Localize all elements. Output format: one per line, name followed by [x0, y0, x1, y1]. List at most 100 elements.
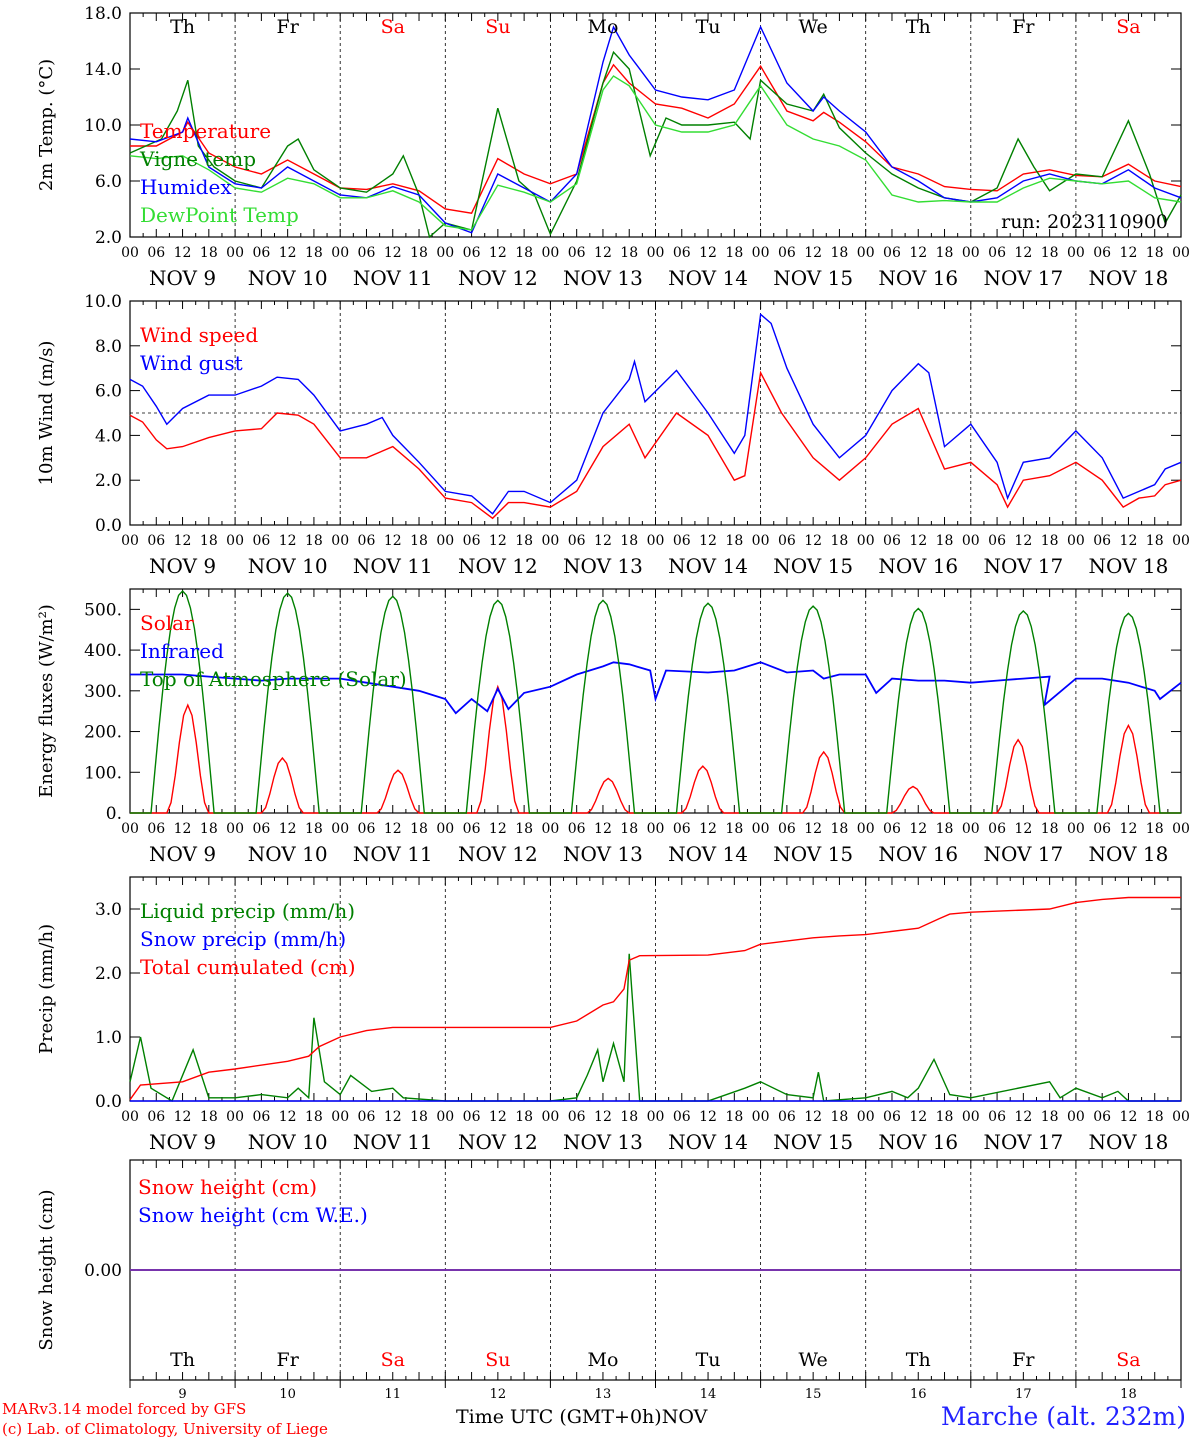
hour-label: 06 — [883, 245, 901, 261]
hour-label: 06 — [778, 245, 796, 261]
hour-label: 18 — [410, 1109, 428, 1125]
hour-label: 00 — [226, 1109, 244, 1125]
hour-label: 00 — [541, 533, 559, 549]
hour-label: 00 — [962, 1109, 980, 1125]
weekday-label: Fr — [277, 1349, 300, 1371]
date-label: NOV 11 — [353, 554, 433, 578]
hour-label: 18 — [936, 533, 954, 549]
hour-label: 18 — [936, 245, 954, 261]
legend-entry: Snow height (cm) — [138, 1175, 317, 1199]
weekday-label: Mo — [587, 1349, 618, 1371]
y-tick-label: 4.0 — [95, 426, 122, 446]
hour-label: 18 — [725, 533, 743, 549]
weekday-label: Th — [170, 1349, 195, 1371]
hour-label: 18 — [831, 533, 849, 549]
y-tick-label: 18.0 — [84, 4, 122, 24]
hour-label: 06 — [568, 821, 586, 837]
date-label: NOV 17 — [983, 554, 1063, 578]
y-tick-label: 14.0 — [84, 60, 122, 80]
hour-label: 18 — [305, 1109, 323, 1125]
hour-label: 12 — [1120, 245, 1138, 261]
panel-energy: 0. 100. 200. 300. 400. 500. Energy fluxes (W/m… — [36, 588, 1190, 866]
hour-label: 18 — [725, 821, 743, 837]
date-label: NOV 10 — [248, 1130, 328, 1154]
date-label: NOV 13 — [563, 1130, 643, 1154]
date-label: NOV 15 — [773, 554, 853, 578]
hour-label: 00 — [1172, 1109, 1190, 1125]
weekday-label: Sa — [1116, 16, 1140, 38]
hour-label: 06 — [883, 1109, 901, 1125]
hour-label: 00 — [857, 821, 875, 837]
hour-label: 12 — [1014, 1109, 1032, 1125]
hour-label: 06 — [988, 1109, 1006, 1125]
series-line — [129, 75, 1182, 231]
date-label: NOV 18 — [1089, 1130, 1169, 1154]
hour-label: 06 — [673, 533, 691, 549]
hour-label: 12 — [1120, 533, 1138, 549]
date-label: NOV 14 — [668, 266, 748, 290]
hour-label: 18 — [305, 821, 323, 837]
legend-entry: Wind speed — [140, 323, 258, 347]
hour-label: 00 — [331, 245, 349, 261]
hour-label: 00 — [1067, 533, 1085, 549]
hour-label: 00 — [226, 821, 244, 837]
day-number: 18 — [1120, 1387, 1137, 1402]
hour-label: 00 — [121, 533, 139, 549]
hour-label: 00 — [1067, 821, 1085, 837]
hour-label: 00 — [541, 1109, 559, 1125]
hour-label: 06 — [463, 533, 481, 549]
hour-label: 06 — [778, 821, 796, 837]
hour-label: 18 — [1041, 1109, 1059, 1125]
hour-label: 12 — [384, 533, 402, 549]
series-line — [129, 896, 1181, 1101]
hour-label: 18 — [1146, 1109, 1164, 1125]
hour-label: 18 — [1146, 821, 1164, 837]
weekday-label: Th — [170, 16, 195, 38]
legend-entry: Liquid precip (mm/h) — [140, 899, 355, 923]
hour-label: 06 — [778, 533, 796, 549]
hour-label: 00 — [647, 821, 665, 837]
hour-label: 12 — [909, 245, 927, 261]
hour-label: 06 — [358, 245, 376, 261]
hour-label: 00 — [752, 1109, 770, 1125]
y-tick-label: 0.0 — [95, 1092, 122, 1112]
hour-label: 12 — [594, 533, 612, 549]
hour-label: 06 — [1093, 821, 1111, 837]
hour-label: 00 — [541, 821, 559, 837]
hour-label: 12 — [699, 821, 717, 837]
series-line — [129, 313, 1182, 515]
hour-label: 18 — [200, 533, 218, 549]
weekday-label: Fr — [277, 16, 300, 38]
hour-label: 18 — [1041, 533, 1059, 549]
hour-label: 00 — [226, 245, 244, 261]
weekday-label: Sa — [381, 1349, 405, 1371]
hour-label: 12 — [489, 533, 507, 549]
legend-entry: Solar — [140, 611, 194, 635]
legend-entry: Snow height (cm W.E.) — [138, 1203, 368, 1227]
hour-label: 00 — [962, 245, 980, 261]
hour-label: 00 — [331, 821, 349, 837]
y-tick-label: 0. — [106, 804, 122, 824]
y-tick-label: 6.0 — [95, 172, 122, 192]
date-label: NOV 16 — [878, 1130, 958, 1154]
hour-label: 06 — [883, 821, 901, 837]
hour-label: 06 — [147, 245, 165, 261]
hour-label: 18 — [620, 821, 638, 837]
date-label: NOV 9 — [149, 842, 216, 866]
hour-label: 00 — [121, 821, 139, 837]
hour-label: 00 — [436, 821, 454, 837]
hour-label: 12 — [174, 821, 192, 837]
date-label: NOV 15 — [773, 1130, 853, 1154]
y-tick-label: 3.0 — [95, 900, 122, 920]
weekday-label: Sa — [1116, 1349, 1140, 1371]
hour-label: 12 — [384, 245, 402, 261]
legend-entry: Total cumulated (cm) — [140, 955, 356, 979]
hour-label: 00 — [226, 533, 244, 549]
day-number: 9 — [178, 1387, 186, 1402]
hour-label: 06 — [463, 821, 481, 837]
hour-label: 12 — [279, 245, 297, 261]
hour-label: 12 — [804, 821, 822, 837]
panel-precip: 0.0 1.0 2.0 3.0 Precip (mm/h) Liquid precip (… — [36, 876, 1190, 1154]
hour-label: 18 — [1041, 245, 1059, 261]
